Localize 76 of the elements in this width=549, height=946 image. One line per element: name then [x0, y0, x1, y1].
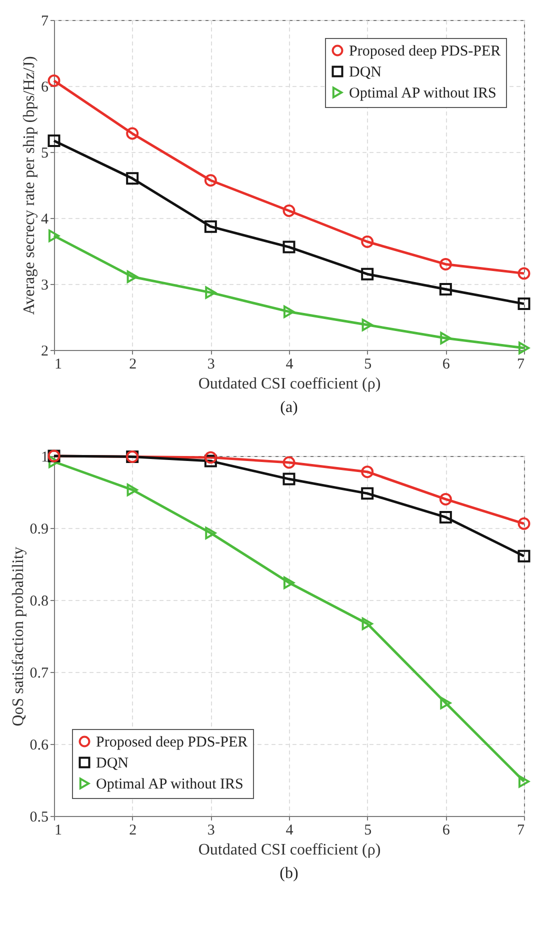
x-tick-label: 4 — [286, 356, 294, 372]
point — [362, 318, 373, 332]
y-tick-label: 3 — [41, 278, 48, 294]
point — [282, 240, 296, 254]
point — [205, 286, 216, 299]
point — [204, 454, 217, 468]
point — [204, 174, 217, 187]
point — [282, 204, 296, 217]
point — [126, 127, 139, 140]
y-axis-title: QoS satisfaction probability — [10, 546, 27, 726]
y-tick-label: 7 — [41, 14, 49, 30]
point — [439, 283, 452, 296]
point — [361, 268, 374, 280]
point — [126, 484, 138, 496]
x-tick-label: 2 — [129, 356, 137, 372]
x-tick-label: 7 — [517, 356, 525, 372]
legend-label: DQN — [96, 756, 129, 772]
x-axis-title: Outdated CSI coefficient (ρ) — [198, 842, 381, 858]
y-tick-label: 6 — [41, 80, 49, 96]
x-tick-label: 3 — [207, 356, 215, 372]
x-tick-label: 1 — [54, 822, 62, 838]
y-tick-label: 0.9 — [30, 522, 48, 538]
point — [518, 342, 530, 354]
y-tick-label: 4 — [41, 212, 49, 228]
x-tick-label: 5 — [364, 356, 372, 372]
legend-label: Optimal AP without IRS — [96, 776, 244, 792]
point — [518, 550, 530, 562]
point — [48, 74, 60, 87]
point — [440, 696, 452, 710]
point — [205, 526, 216, 540]
text: (b) — [280, 865, 298, 882]
point — [283, 305, 295, 318]
legend-label: Proposed deep PDS-PER — [96, 734, 248, 750]
point — [518, 298, 530, 310]
point — [361, 466, 374, 478]
legend-label: DQN — [349, 64, 382, 80]
x-tick-label: 1 — [54, 356, 62, 372]
legend-label: Proposed deep PDS-PER — [349, 44, 501, 60]
y-tick-label: 2 — [41, 344, 48, 360]
y-axis-title: Average secrecy rate per ship (bps/Hz/J) — [21, 56, 38, 315]
point — [362, 618, 373, 630]
point — [204, 451, 217, 464]
y-tick-label: 1 — [41, 450, 48, 466]
point — [282, 472, 296, 486]
point — [361, 236, 374, 248]
y-tick-label: 0.5 — [30, 810, 48, 826]
x-tick-label: 4 — [286, 822, 294, 838]
y-tick-label: 0.6 — [30, 738, 49, 754]
point — [518, 517, 530, 530]
point — [48, 230, 60, 242]
point — [518, 267, 530, 280]
point — [204, 220, 217, 233]
point — [282, 456, 296, 469]
point — [48, 134, 60, 148]
text: (a) — [280, 399, 298, 416]
legend-label: Optimal AP without IRS — [349, 86, 496, 102]
point — [283, 576, 295, 589]
point — [440, 332, 452, 344]
x-tick-label: 5 — [364, 822, 372, 838]
point — [439, 258, 452, 270]
y-tick-label: 5 — [41, 146, 48, 162]
x-axis-title: Outdated CSI coefficient (ρ) — [198, 376, 381, 392]
point — [439, 492, 452, 506]
x-tick-label: 3 — [207, 822, 215, 838]
point — [518, 775, 530, 788]
point — [48, 456, 60, 468]
point — [126, 172, 139, 185]
x-tick-label: 6 — [442, 822, 450, 838]
x-tick-label: 6 — [442, 356, 450, 372]
x-tick-label: 2 — [129, 822, 137, 838]
x-tick-label: 7 — [517, 822, 525, 838]
point — [126, 270, 138, 283]
y-tick-label: 0.8 — [30, 594, 48, 610]
y-tick-label: 0.7 — [30, 666, 49, 682]
point — [361, 487, 374, 500]
point — [439, 510, 452, 524]
